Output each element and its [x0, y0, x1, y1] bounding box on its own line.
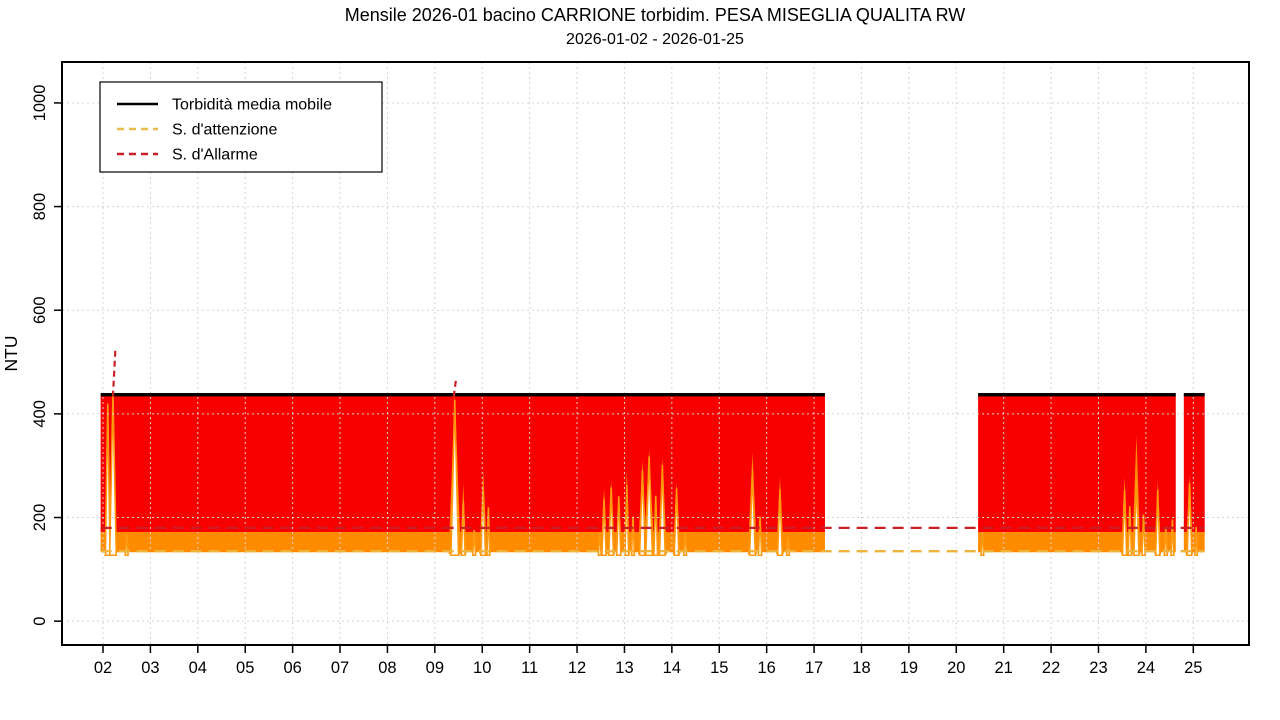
- x-tick-label: 06: [283, 659, 301, 677]
- x-tick-label: 07: [331, 659, 349, 677]
- x-tick-label: 09: [426, 659, 444, 677]
- x-tick-label: 23: [1089, 659, 1107, 677]
- legend-label: Torbidità media mobile: [172, 97, 332, 114]
- x-tick-label: 03: [141, 659, 159, 677]
- x-tick-label: 02: [94, 659, 112, 677]
- y-tick-label: 600: [31, 296, 49, 324]
- grid: [62, 62, 1249, 645]
- turbidity-fill: [100, 392, 1205, 557]
- x-tick-label: 22: [1042, 659, 1060, 677]
- x-tick-label: 12: [568, 659, 586, 677]
- x-tick-label: 24: [1137, 659, 1155, 677]
- x-tick-label: 08: [378, 659, 396, 677]
- x-tick-label: 17: [805, 659, 823, 677]
- x-tick-label: 04: [189, 659, 207, 677]
- y-axis-title: NTU: [1, 336, 21, 372]
- x-tick-label: 11: [521, 659, 538, 677]
- x-tick-label: 20: [947, 659, 965, 677]
- chart-title: Mensile 2026-01 bacino CARRIONE torbidim…: [344, 5, 966, 25]
- legend-box: [99, 81, 383, 173]
- x-tick-label: 05: [236, 659, 254, 677]
- x-tick-label: 15: [710, 659, 728, 677]
- legend: Torbidità media mobile S. d'attenzione S. …: [99, 81, 383, 173]
- x-tick-label: 14: [663, 659, 681, 677]
- chart-subtitle: 2026-01-02 - 2026-01-25: [566, 31, 744, 48]
- x-tick-label: 21: [995, 659, 1013, 677]
- y-axis: 0 200 400 600 800 1000 NTU: [1, 85, 61, 626]
- y-tick-label: 0: [31, 617, 49, 626]
- x-tick-label: 16: [757, 659, 775, 677]
- x-tick-label: 19: [900, 659, 918, 677]
- y-tick-label: 200: [31, 504, 49, 532]
- plot-border: [61, 61, 1250, 646]
- x-tick-label: 25: [1184, 659, 1202, 677]
- x-tick-label: 10: [473, 659, 491, 677]
- y-tick-label: 1000: [31, 85, 49, 122]
- x-tick-label: 13: [615, 659, 633, 677]
- threshold-lines: [100, 526, 1205, 553]
- x-tick-label: 18: [852, 659, 870, 677]
- legend-label: S. d'Allarme: [172, 147, 258, 164]
- x-axis: 02 03 04 05 06 07 08 09 10 11 12 13 14 15 16 17 18 19 20 21…: [94, 646, 1202, 677]
- y-tick-label: 400: [31, 400, 49, 428]
- alarm-spikes: [111, 349, 458, 397]
- y-tick-label: 800: [31, 193, 49, 221]
- legend-label: S. d'attenzione: [172, 122, 277, 139]
